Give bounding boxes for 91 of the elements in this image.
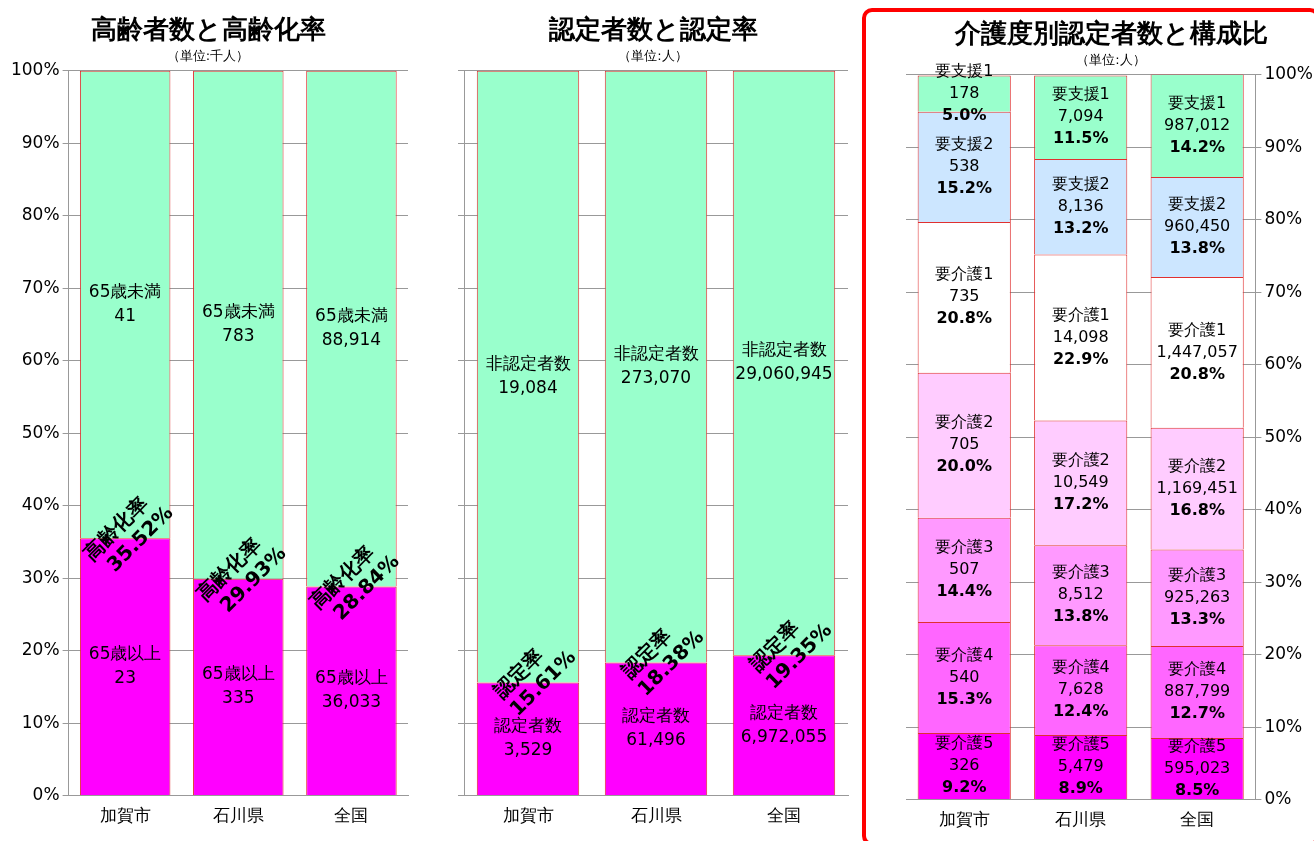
series-label: 要介護5	[935, 733, 994, 753]
y-tick-label: 60%	[21, 349, 60, 370]
data-label: 5,479 8.9%	[1057, 756, 1104, 798]
series-label: 要介護2	[935, 412, 994, 432]
data-label: 8,136 13.2%	[1052, 195, 1109, 237]
data-label: 540 15.3%	[936, 666, 992, 708]
x-tick-label: 石川県	[212, 805, 264, 826]
chart-subtitle: （単位:千人）	[166, 48, 250, 64]
y2-tick-label: 40%	[1264, 498, 1303, 519]
series-label: 要介護4	[1051, 657, 1110, 677]
y2-tick-label: 60%	[1264, 353, 1303, 374]
text: 要介護2	[1051, 450, 1110, 470]
annotation: 65歳未満 88,914	[315, 305, 388, 350]
data-label: 735 20.8%	[936, 286, 992, 328]
y2-tick-label: 30%	[1264, 570, 1303, 591]
annotation: 65歳未満 783	[201, 301, 275, 346]
x-tick-label: 石川県	[630, 805, 682, 826]
chart-title: 高齢者数と高齢化率	[90, 14, 326, 45]
data-label: 178 5.0%	[942, 82, 987, 124]
data-label: 1,169,451 16.8%	[1156, 477, 1238, 519]
x-tick-label: 全国	[767, 805, 801, 826]
y-tick-label: 50%	[21, 421, 60, 442]
text: 要支援1	[1168, 92, 1227, 112]
y-tick-label: 30%	[21, 566, 60, 587]
annotation: 認定者数 6,972,055	[740, 701, 828, 746]
annotation: 非認定者数 29,060,945	[735, 339, 833, 384]
annotation: 65歳以上 23	[88, 643, 162, 688]
x-tick-label: 全国	[334, 805, 369, 826]
chart-title: 認定者数と認定率	[547, 14, 758, 45]
y2-tick-label: 10%	[1264, 715, 1303, 736]
y-tick-label: 90%	[21, 131, 60, 152]
text: 要介護4	[1168, 659, 1227, 679]
annotation: 認定者数 3,529	[494, 715, 562, 760]
data-label: 10,549 17.2%	[1052, 472, 1109, 514]
y2-tick-label: 100%	[1264, 63, 1314, 84]
data-label: 887,799 12.7%	[1164, 681, 1231, 723]
data-label: 14,098 22.9%	[1052, 326, 1109, 368]
chart-title: 介護度別認定者数と構成比	[953, 18, 1268, 49]
data-label: 595,023 8.5%	[1164, 757, 1231, 799]
text: 要支援2	[1168, 194, 1227, 214]
chart-subtitle: （単位:人）	[1076, 52, 1146, 68]
y-tick-label: 100%	[10, 59, 60, 80]
x-tick-label: 加賀市	[99, 805, 151, 826]
y2-tick-label: 90%	[1264, 135, 1303, 156]
data-label: 960,450 13.8%	[1164, 216, 1231, 258]
x-tick-label: 全国	[1180, 809, 1215, 830]
text: 要介護2	[1168, 455, 1227, 475]
annotation: 65歳未満 41	[88, 280, 162, 325]
text: 要支援2	[935, 134, 994, 154]
text: 要介護4	[935, 644, 994, 664]
annotation: 65歳以上 335	[201, 663, 275, 708]
series-label: 要介護1	[935, 264, 994, 284]
text: 要支援1	[1051, 84, 1110, 104]
y-tick-label: 10%	[21, 711, 60, 732]
data-label: 538 15.2%	[936, 156, 992, 198]
annotation: 65歳以上 36,033	[315, 667, 388, 712]
data-label: 7,628 12.4%	[1052, 679, 1109, 721]
text: 要介護3	[1051, 562, 1110, 582]
x-tick-label: 加賀市	[502, 805, 554, 826]
x-tick-label: 石川県	[1055, 809, 1107, 830]
y2-tick-label: 70%	[1264, 280, 1303, 301]
y2-tick-label: 0%	[1264, 788, 1292, 809]
text: 要介護3	[935, 536, 994, 556]
data-label: 987,012 14.2%	[1164, 114, 1231, 156]
series-label: 要介護3	[1168, 564, 1227, 584]
data-label: 1,447,057 20.8%	[1156, 341, 1238, 383]
chart-subtitle: （単位:人）	[618, 48, 688, 64]
text: 要介護5	[1051, 734, 1110, 754]
data-label: 925,263 13.3%	[1164, 586, 1231, 628]
y2-tick-label: 20%	[1264, 643, 1303, 664]
series-label: 要支援2	[1051, 173, 1110, 193]
data-label: 507 14.4%	[936, 558, 992, 600]
y2-tick-label: 50%	[1264, 425, 1303, 446]
y-tick-label: 20%	[21, 639, 60, 660]
text: 要介護1	[1168, 319, 1227, 339]
y-tick-label: 40%	[21, 494, 60, 515]
text: 要介護1	[1051, 304, 1110, 324]
text: 要介護5	[1168, 735, 1227, 755]
y2-tick-label: 80%	[1264, 208, 1303, 229]
annotation: 認定者数 61,496	[622, 705, 690, 750]
data-label: 705 20.0%	[936, 434, 992, 476]
data-label: 326 9.2%	[942, 755, 987, 797]
annotation: 非認定者数 273,070	[613, 343, 699, 388]
y-tick-label: 0%	[32, 784, 60, 805]
y-tick-label: 70%	[21, 276, 60, 297]
series-label: 要支援1	[935, 60, 994, 80]
x-tick-label: 加賀市	[938, 809, 990, 830]
annotation: 非認定者数 19,084	[485, 353, 571, 398]
y-tick-label: 80%	[21, 204, 60, 225]
data-label: 7,094 11.5%	[1052, 106, 1109, 148]
data-label: 8,512 13.8%	[1052, 584, 1109, 626]
